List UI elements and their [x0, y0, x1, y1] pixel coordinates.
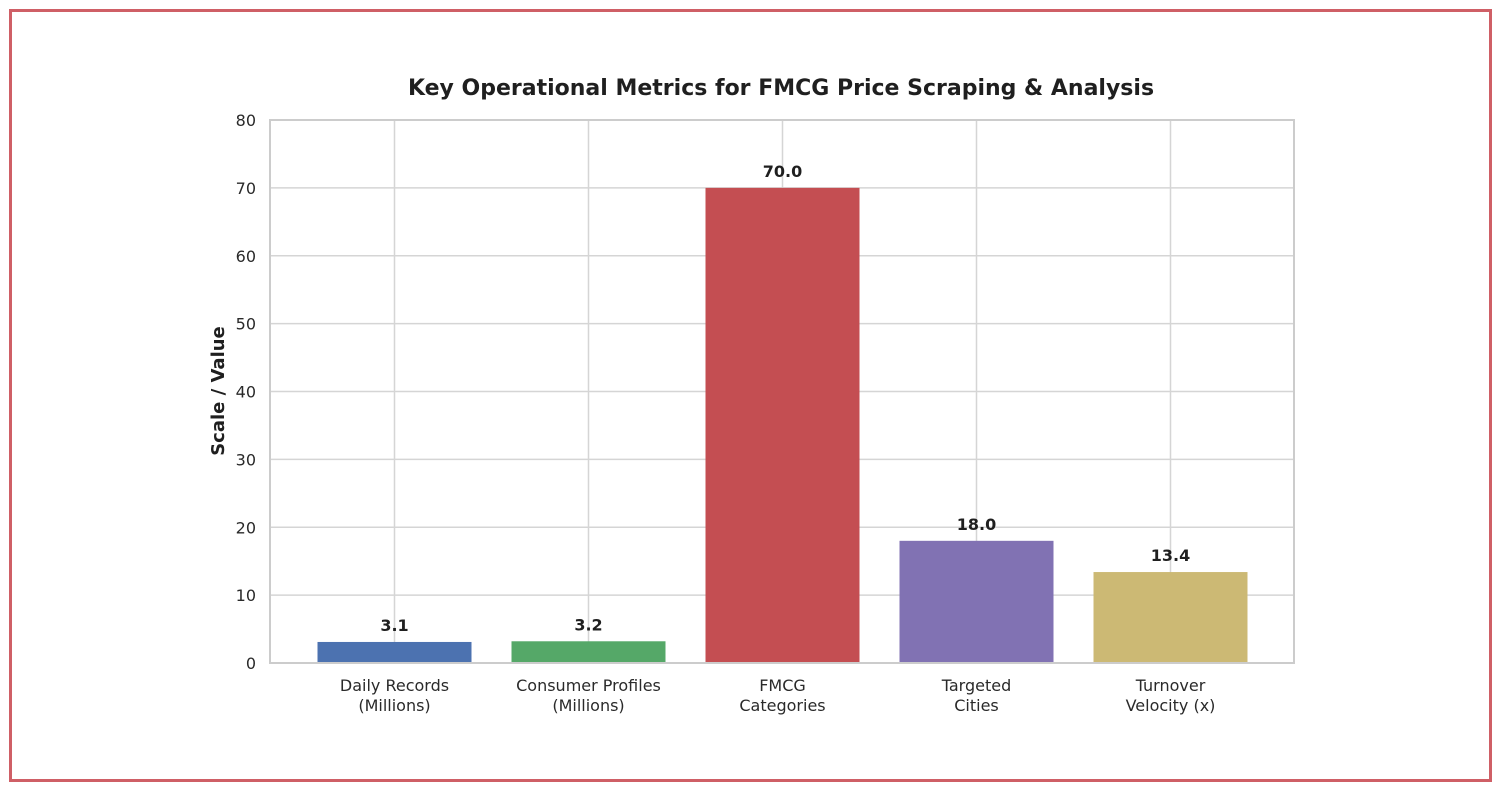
y-tick-label: 20 — [236, 518, 256, 537]
data-labels: 3.1 3.2 70.0 18.0 13.4 — [380, 162, 1190, 635]
y-tick-label: 10 — [236, 586, 256, 605]
x-tick-label: Daily Records — [340, 676, 449, 695]
x-tick-label: (Millions) — [552, 696, 624, 715]
x-tick-label: Targeted — [941, 676, 1012, 695]
x-tick-label: Cities — [954, 696, 999, 715]
y-tick-label: 60 — [236, 247, 256, 266]
x-tick-labels: Daily Records(Millions)Consumer Profiles… — [340, 676, 1216, 715]
y-tick-label: 70 — [236, 179, 256, 198]
x-tick-label: (Millions) — [358, 696, 430, 715]
y-ticks: 0 10 20 30 40 50 60 70 80 — [236, 111, 256, 673]
y-tick-label: 80 — [236, 111, 256, 130]
bar-value-label: 3.1 — [380, 616, 408, 635]
x-tick-label: Turnover — [1135, 676, 1206, 695]
bar — [705, 187, 860, 663]
bar-value-label: 70.0 — [763, 162, 802, 181]
y-axis-label: Scale / Value — [208, 326, 229, 456]
y-tick-label: 50 — [236, 315, 256, 334]
y-tick-label: 30 — [236, 450, 256, 469]
bar — [317, 641, 472, 663]
bar — [511, 641, 666, 663]
y-tick-label: 40 — [236, 383, 256, 402]
bar — [899, 540, 1054, 663]
x-tick-label: Velocity (x) — [1126, 696, 1216, 715]
bars — [317, 187, 1248, 663]
bar-value-label: 18.0 — [957, 515, 996, 534]
y-tick-label: 0 — [246, 654, 256, 673]
chart-title: Key Operational Metrics for FMCG Price S… — [408, 76, 1154, 101]
bar-value-label: 13.4 — [1151, 546, 1190, 565]
bar — [1093, 572, 1248, 663]
x-tick-label: Categories — [739, 696, 825, 715]
axes-frame — [269, 119, 1295, 664]
x-tick-label: Consumer Profiles — [516, 676, 661, 695]
x-tick-label: FMCG — [759, 676, 806, 695]
bar-value-label: 3.2 — [574, 615, 602, 634]
